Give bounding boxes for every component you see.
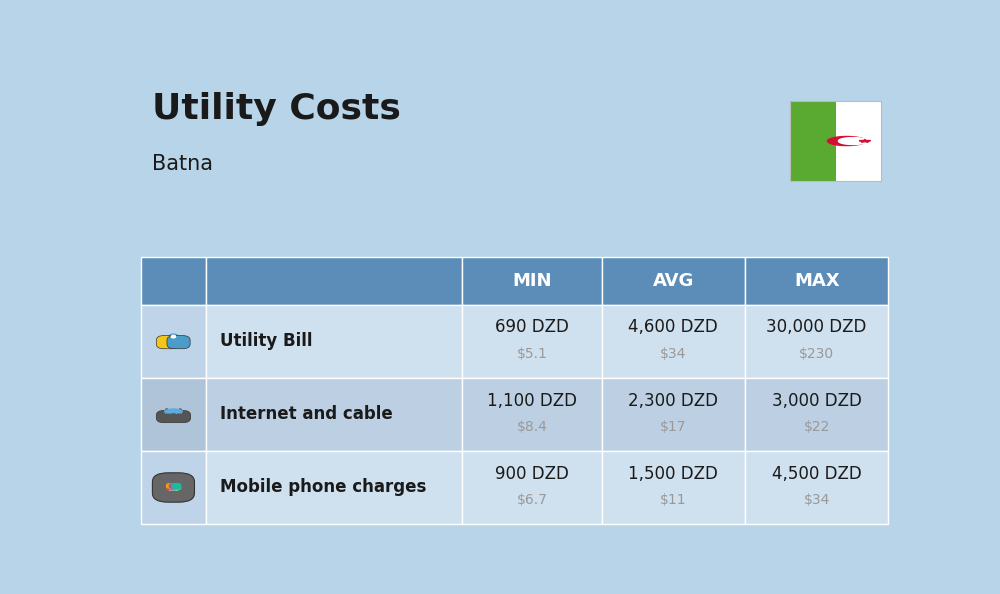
Text: $17: $17: [660, 420, 687, 434]
FancyBboxPatch shape: [602, 257, 745, 305]
Circle shape: [169, 334, 178, 339]
FancyBboxPatch shape: [171, 483, 181, 489]
Text: $34: $34: [804, 493, 830, 507]
Polygon shape: [838, 138, 868, 144]
Text: 900 DZD: 900 DZD: [495, 465, 569, 483]
FancyBboxPatch shape: [206, 378, 462, 451]
Text: MAX: MAX: [794, 271, 840, 289]
Text: $11: $11: [660, 493, 687, 507]
FancyBboxPatch shape: [462, 305, 602, 378]
Text: Internet and cable: Internet and cable: [220, 405, 393, 424]
FancyBboxPatch shape: [167, 336, 190, 349]
Text: Utility Bill: Utility Bill: [220, 332, 313, 350]
Polygon shape: [827, 137, 866, 146]
FancyBboxPatch shape: [156, 410, 191, 423]
Text: $34: $34: [660, 347, 686, 361]
FancyBboxPatch shape: [790, 101, 836, 181]
FancyBboxPatch shape: [602, 451, 745, 524]
Text: AVG: AVG: [653, 271, 694, 289]
Text: $8.4: $8.4: [516, 420, 547, 434]
Text: 30,000 DZD: 30,000 DZD: [767, 318, 867, 336]
FancyBboxPatch shape: [206, 305, 462, 378]
Text: 1,500 DZD: 1,500 DZD: [628, 465, 718, 483]
FancyBboxPatch shape: [140, 378, 206, 451]
FancyBboxPatch shape: [745, 257, 888, 305]
FancyBboxPatch shape: [171, 485, 181, 491]
FancyBboxPatch shape: [169, 485, 179, 491]
Text: 4,500 DZD: 4,500 DZD: [772, 465, 862, 483]
Text: Utility Costs: Utility Costs: [152, 92, 401, 126]
FancyBboxPatch shape: [166, 485, 176, 491]
FancyBboxPatch shape: [152, 473, 194, 502]
Text: MIN: MIN: [512, 271, 552, 289]
FancyBboxPatch shape: [140, 451, 206, 524]
Text: Mobile phone charges: Mobile phone charges: [220, 479, 427, 497]
FancyBboxPatch shape: [745, 378, 888, 451]
FancyBboxPatch shape: [602, 305, 745, 378]
FancyBboxPatch shape: [166, 483, 176, 489]
FancyBboxPatch shape: [140, 305, 206, 378]
FancyBboxPatch shape: [140, 257, 206, 305]
Text: 1,100 DZD: 1,100 DZD: [487, 391, 577, 410]
FancyBboxPatch shape: [745, 451, 888, 524]
FancyBboxPatch shape: [745, 305, 888, 378]
FancyBboxPatch shape: [169, 484, 178, 491]
Text: 4,600 DZD: 4,600 DZD: [628, 318, 718, 336]
FancyBboxPatch shape: [156, 336, 179, 349]
Text: Batna: Batna: [152, 154, 213, 173]
FancyBboxPatch shape: [462, 257, 602, 305]
FancyBboxPatch shape: [836, 101, 881, 181]
Text: $5.1: $5.1: [516, 347, 547, 361]
FancyBboxPatch shape: [206, 451, 462, 524]
FancyBboxPatch shape: [602, 378, 745, 451]
Text: $6.7: $6.7: [516, 493, 547, 507]
Text: 2,300 DZD: 2,300 DZD: [628, 391, 718, 410]
FancyBboxPatch shape: [462, 451, 602, 524]
Text: 690 DZD: 690 DZD: [495, 318, 569, 336]
Text: $230: $230: [799, 347, 834, 361]
FancyBboxPatch shape: [169, 483, 179, 489]
FancyBboxPatch shape: [462, 378, 602, 451]
Circle shape: [171, 336, 176, 338]
Text: $22: $22: [804, 420, 830, 434]
FancyBboxPatch shape: [206, 257, 462, 305]
Polygon shape: [859, 140, 871, 142]
Text: 3,000 DZD: 3,000 DZD: [772, 391, 862, 410]
